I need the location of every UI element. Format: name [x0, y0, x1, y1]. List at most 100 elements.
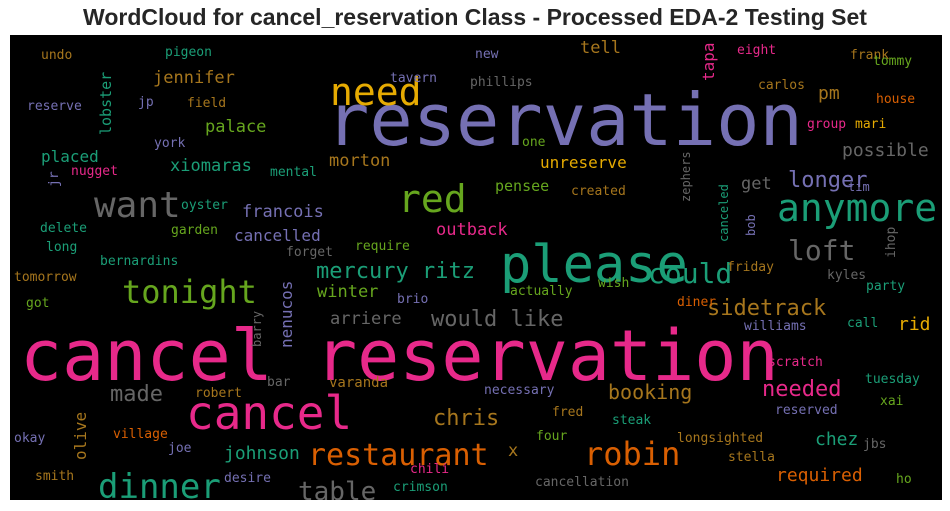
word-francois: francois	[242, 202, 324, 222]
word-want: want	[94, 185, 181, 226]
word-tomorrow: tomorrow	[14, 270, 77, 285]
word-xiomaras: xiomaras	[170, 156, 252, 176]
word-frank: frank	[850, 48, 889, 63]
word-scratch: scratch	[768, 355, 823, 370]
word-pm: pm	[818, 83, 840, 104]
word-created: created	[571, 184, 626, 199]
word-friday: friday	[727, 260, 774, 275]
word-dinner: dinner	[98, 467, 221, 500]
word-table: table	[298, 477, 376, 500]
word-field: field	[187, 96, 226, 111]
word-red: red	[398, 177, 467, 221]
word-stella: stella	[728, 450, 775, 465]
word-need: need	[330, 70, 422, 114]
word-chili: chili	[410, 462, 449, 477]
word-jp: jp	[138, 95, 154, 110]
word-okay: okay	[14, 431, 45, 446]
word-mari: mari	[855, 117, 886, 132]
wordcloud-svg: cancel reservation reservation please cance…	[14, 38, 937, 500]
word-reserve: reserve	[27, 99, 82, 114]
word-tavern: tavern	[390, 71, 437, 86]
word-nenucos: nenucos	[277, 281, 296, 348]
word-wish: wish	[598, 276, 629, 291]
word-sidetrack: sidetrack	[707, 296, 826, 321]
word-carlos: carlos	[758, 78, 805, 93]
word-canceled: canceled	[717, 184, 731, 242]
word-johnson: johnson	[224, 443, 300, 464]
word-garden: garden	[171, 223, 218, 238]
word-outback: outback	[436, 220, 508, 240]
word-lobster: lobster	[97, 72, 115, 135]
word-bernardins: bernardins	[100, 254, 178, 269]
word-zephers: zephers	[679, 151, 693, 202]
word-joe: joe	[168, 441, 192, 456]
word-cancelled: cancelled	[234, 226, 321, 245]
word-cancel: cancel	[186, 386, 352, 440]
word-crimson: crimson	[393, 480, 448, 495]
word-placed: placed	[41, 147, 99, 166]
word-ihop: ihop	[884, 227, 899, 258]
word-required: required	[776, 465, 863, 486]
word-new: new	[475, 47, 499, 62]
word-morton: morton	[329, 151, 390, 171]
word-varanda: varanda	[329, 375, 388, 391]
word-long: long	[46, 240, 77, 255]
word-winter: winter	[317, 282, 378, 302]
word-mental: mental	[270, 165, 317, 180]
word-longsighted: longsighted	[677, 431, 763, 446]
word-pigeon: pigeon	[165, 45, 212, 60]
word-possible: possible	[842, 140, 929, 161]
word-party: party	[866, 279, 905, 294]
word-eight: eight	[737, 43, 776, 58]
word-reservation: reservation	[326, 78, 803, 162]
word-got: got	[26, 296, 49, 311]
word-robin: robin	[584, 435, 680, 473]
word-pensee: pensee	[495, 177, 549, 195]
word-desire: desire	[224, 471, 271, 486]
word-unreserve: unreserve	[540, 153, 627, 172]
word-jbs: jbs	[863, 437, 886, 452]
word-mercury-ritz: mercury ritz	[316, 259, 475, 284]
word-restaurant: restaurant	[308, 438, 489, 473]
word-palace: palace	[205, 117, 266, 137]
word-brio: brio	[397, 292, 428, 307]
word-oyster: oyster	[181, 198, 228, 213]
chart-title: WordCloud for cancel_reservation Class -…	[83, 4, 867, 30]
word-xai: xai	[880, 394, 903, 409]
word-tuesday: tuesday	[865, 372, 920, 387]
word-tonight: tonight	[122, 273, 257, 311]
word-get: get	[741, 174, 772, 194]
word-tim: tim	[848, 180, 870, 194]
word-please: please	[500, 235, 688, 295]
word-cancellation: cancellation	[535, 475, 629, 490]
word-village: village	[113, 427, 168, 442]
word-bob: bob	[744, 214, 758, 236]
word-arriere: arriere	[330, 309, 402, 329]
word-diner: diner	[677, 295, 716, 310]
word-undo: undo	[41, 48, 72, 63]
word-barry: barry	[250, 311, 264, 347]
word-four: four	[536, 429, 567, 444]
word-could: could	[648, 257, 732, 290]
word-williams: williams	[744, 319, 807, 334]
word-group: group	[807, 117, 846, 132]
word-nugget: nugget	[71, 164, 118, 179]
word-kyles: kyles	[827, 268, 866, 283]
word-forget: forget	[286, 245, 333, 260]
word-smith: smith	[35, 469, 74, 484]
word-chez: chez	[815, 429, 858, 450]
word-require: require	[355, 239, 410, 254]
word-x: x	[508, 441, 518, 461]
word-ho: ho	[896, 472, 912, 487]
word-tommy: tommy	[873, 54, 912, 69]
word-tell: tell	[580, 38, 621, 58]
word-delete: delete	[40, 221, 87, 236]
word-longer: longer	[788, 168, 867, 193]
word-reserved: reserved	[775, 403, 838, 418]
word-tapa: tapa	[699, 42, 718, 81]
word-loft: loft	[788, 234, 855, 267]
word-one: one	[522, 135, 546, 150]
word-jr: jr	[47, 171, 62, 187]
word-jennifer: jennifer	[153, 68, 235, 88]
word-made: made	[110, 382, 163, 407]
